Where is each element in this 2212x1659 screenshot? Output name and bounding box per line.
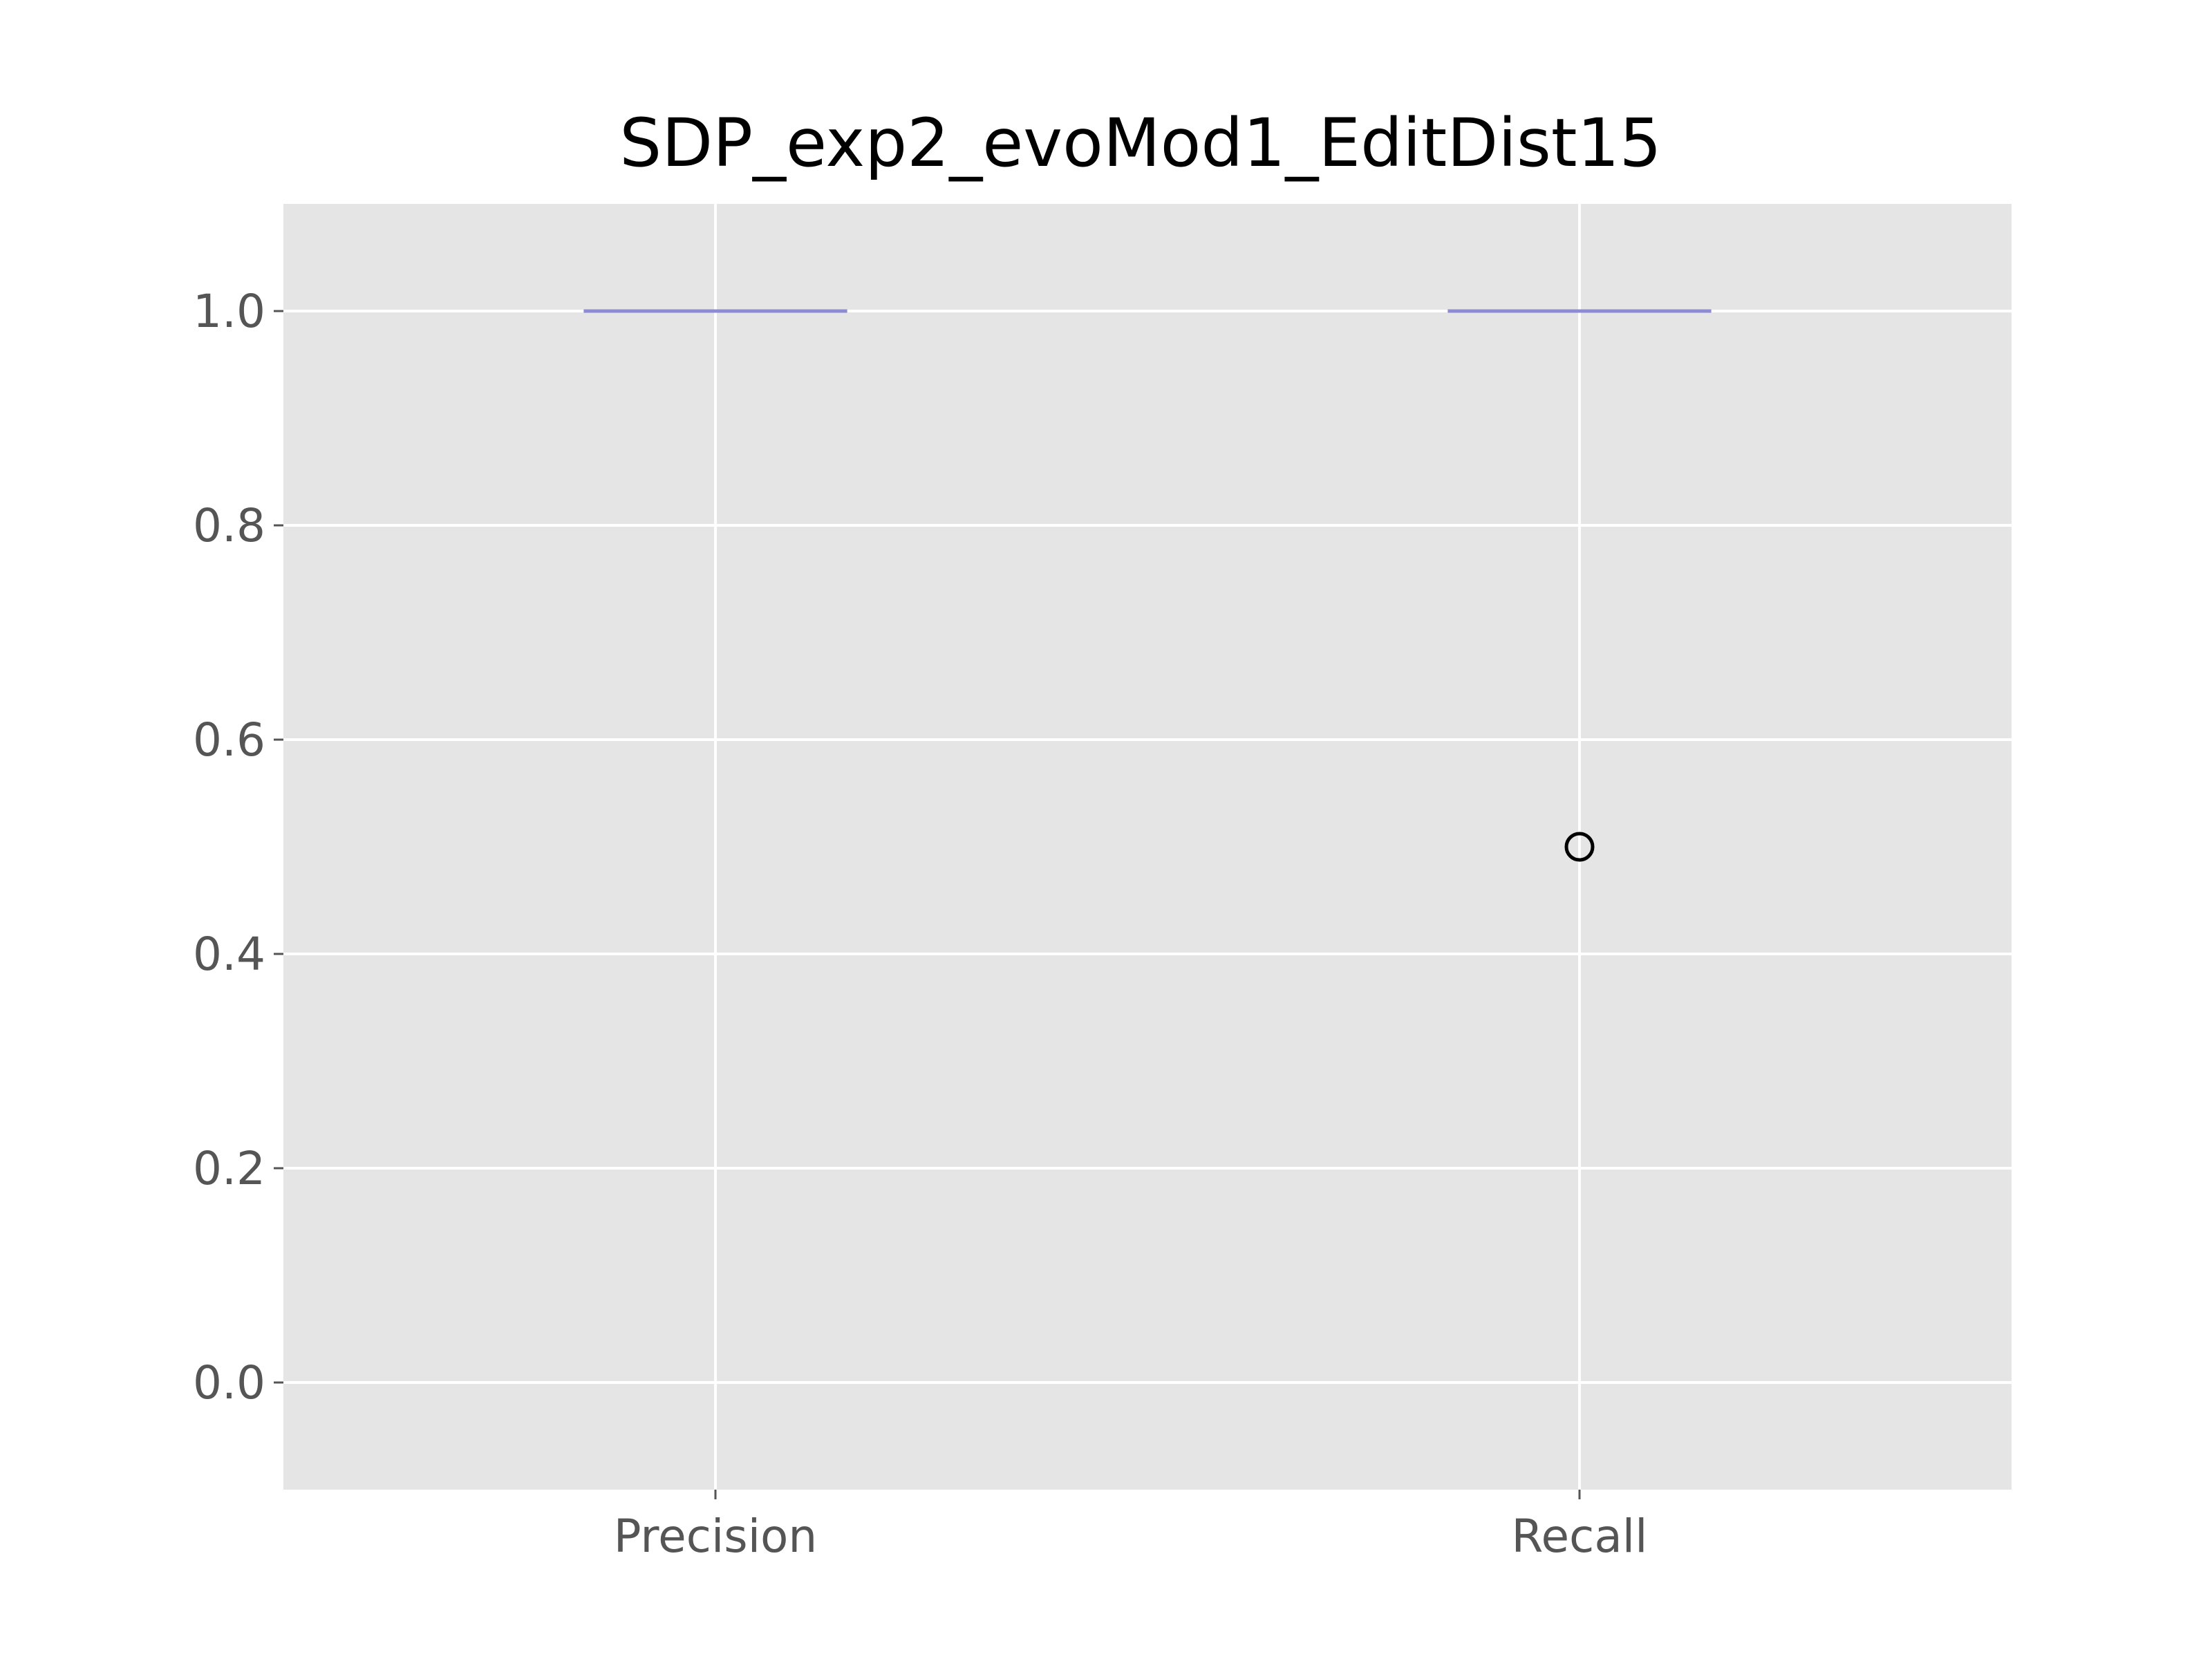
y-tick-label: 0.0 bbox=[193, 1356, 265, 1409]
x-tick-label: Precision bbox=[614, 1510, 818, 1563]
plot-background bbox=[283, 204, 2012, 1490]
y-tick-label: 0.6 bbox=[193, 713, 265, 767]
plot-area: 0.0 0.2 0.4 0.6 0.8 1.0 Precision Recall bbox=[193, 204, 2012, 1563]
outlier-point-recall bbox=[1564, 832, 1595, 862]
x-tick-label: Recall bbox=[1512, 1510, 1648, 1563]
y-tick-label: 1.0 bbox=[193, 285, 265, 338]
y-tick-label: 0.8 bbox=[193, 499, 265, 552]
chart-title: SDP_exp2_evoMod1_EditDist15 bbox=[619, 104, 1661, 182]
y-tick-label: 0.2 bbox=[193, 1142, 265, 1195]
y-tick-label: 0.4 bbox=[193, 928, 265, 981]
